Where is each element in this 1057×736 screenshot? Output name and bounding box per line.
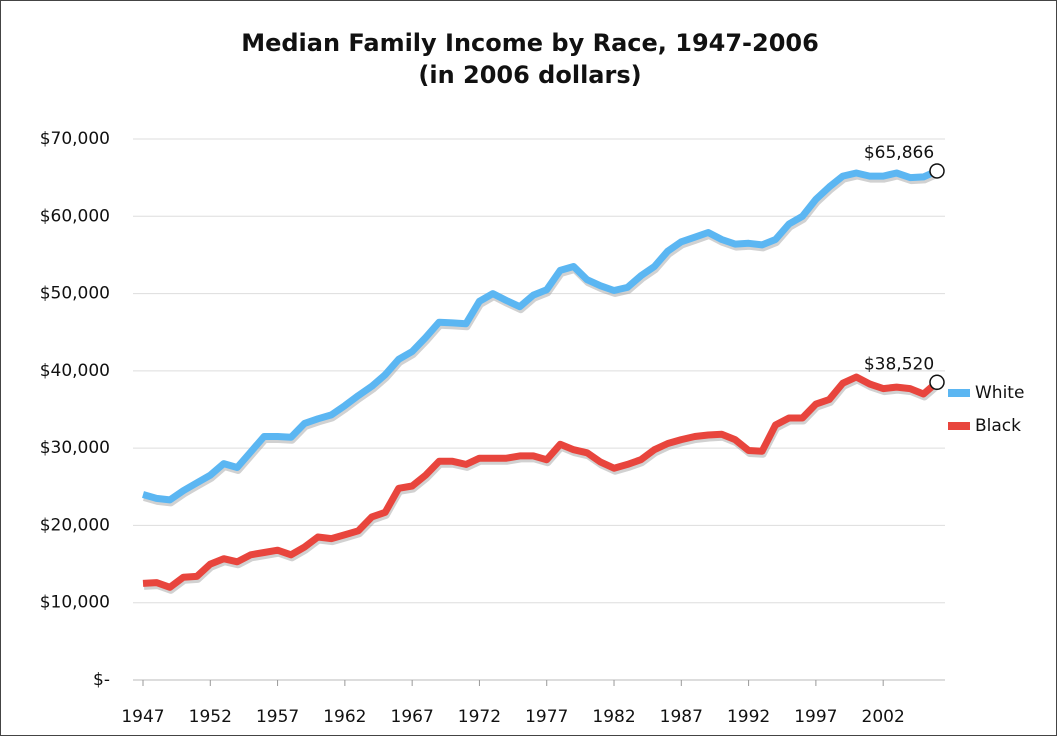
y-tick-label: $50,000 <box>40 284 110 304</box>
legend-label: Black <box>975 416 1021 436</box>
annotation-label: $38,520 <box>864 354 934 374</box>
x-tick-label: 1947 <box>121 707 164 727</box>
annotation-marker <box>929 374 945 391</box>
annotation-marker <box>929 163 945 179</box>
x-tick-label: 1967 <box>391 707 434 727</box>
series-line <box>142 373 940 591</box>
legend-label: White <box>975 383 1024 403</box>
y-tick-label: $70,000 <box>40 129 110 149</box>
x-tick-label: 1962 <box>323 707 366 727</box>
series-line <box>142 167 939 504</box>
y-tick-label: $10,000 <box>40 593 110 613</box>
y-tick-label: $30,000 <box>40 438 110 458</box>
chart-subtitle: (in 2006 dollars) <box>418 61 641 89</box>
x-tick-label: 1997 <box>794 707 837 727</box>
x-tick-label: 1972 <box>458 707 501 727</box>
x-tick-label: 1977 <box>525 707 568 727</box>
x-tick-label: 1952 <box>189 707 232 727</box>
y-tick-label: $- <box>93 670 110 690</box>
legend-swatch <box>948 389 970 397</box>
y-tick-label: $20,000 <box>40 515 110 535</box>
chart-title: Median Family Income by Race, 1947-2006 <box>241 29 819 57</box>
x-tick-label: 1957 <box>256 707 299 727</box>
x-tick-label: 2002 <box>862 707 905 727</box>
x-tick-label: 1982 <box>592 707 635 727</box>
y-tick-label: $40,000 <box>40 361 110 381</box>
x-tick-label: 1987 <box>660 707 703 727</box>
x-tick-label: 1992 <box>727 707 770 727</box>
annotation-label: $65,866 <box>864 143 934 163</box>
y-tick-label: $60,000 <box>40 206 110 226</box>
legend-swatch <box>948 422 970 430</box>
